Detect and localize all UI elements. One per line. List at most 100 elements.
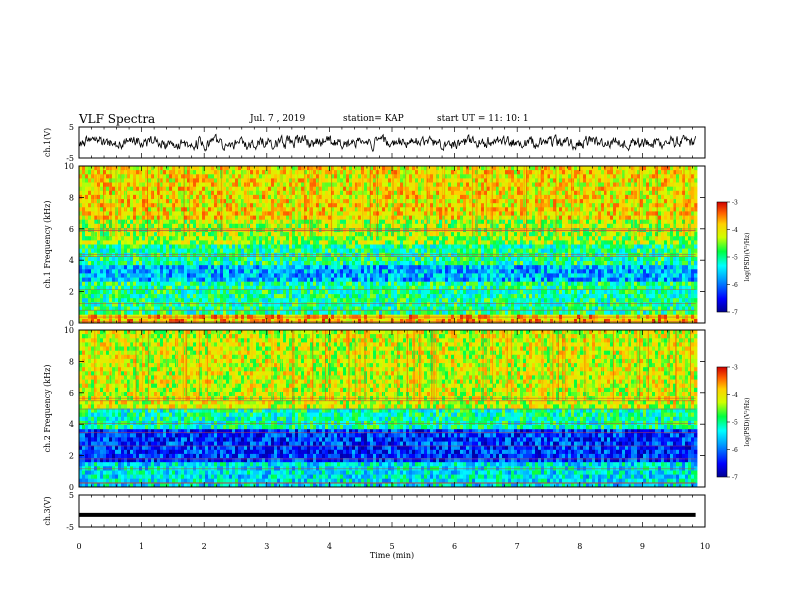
- spectrogram-cell: [247, 261, 251, 266]
- spectrogram-cell: [190, 194, 194, 200]
- spectrogram-cell: [346, 215, 350, 221]
- spectrogram-cell: [499, 211, 503, 216]
- spectrogram-cell: [520, 182, 524, 188]
- spectrogram-cell: [247, 236, 251, 241]
- spectrogram-cell: [487, 232, 491, 237]
- spectrogram-cell: [478, 256, 482, 262]
- spectrogram-cell: [460, 211, 464, 216]
- spectrogram-cell: [466, 203, 470, 208]
- spectrogram-cell: [433, 182, 437, 188]
- spectrogram-cell: [364, 256, 368, 262]
- spectrogram-cell: [583, 244, 587, 250]
- spectrogram-cell: [91, 199, 95, 204]
- spectrogram-cell: [250, 182, 254, 188]
- spectrogram-cell: [409, 223, 413, 229]
- spectrogram-cell: [595, 248, 599, 254]
- spectrogram-cell: [643, 174, 647, 179]
- spectrogram-cell: [238, 211, 242, 216]
- spectrogram-cell: [676, 223, 680, 229]
- spectrogram-cell: [208, 190, 212, 196]
- spectrogram-cell: [400, 178, 404, 183]
- spectrogram-cell: [127, 256, 131, 262]
- spectrogram-cell: [214, 223, 218, 229]
- spectrogram-cell: [508, 207, 512, 212]
- spectrogram-cell: [277, 194, 281, 200]
- spectrogram-cell: [385, 186, 389, 192]
- spectrogram-cell: [436, 248, 440, 254]
- spectrogram-cell: [100, 219, 104, 225]
- spectrogram-cell: [460, 182, 464, 188]
- spectrogram-cell: [187, 186, 191, 192]
- spectrogram-cell: [148, 170, 152, 175]
- spectrogram-cell: [208, 236, 212, 241]
- spectrogram-cell: [295, 261, 299, 266]
- spectrogram-cell: [151, 190, 155, 196]
- spectrogram-cell: [181, 236, 185, 241]
- spectrogram-cell: [118, 186, 122, 192]
- spectrogram-cell: [208, 203, 212, 208]
- spectrogram-cell: [646, 170, 650, 175]
- spectrogram-cell: [238, 182, 242, 188]
- spectrogram-cell: [478, 190, 482, 196]
- spectrogram-cell: [523, 240, 527, 245]
- spectrogram-cell: [259, 236, 263, 241]
- spectrogram-cell: [112, 256, 116, 262]
- spectrogram-cell: [367, 178, 371, 183]
- spectrogram-cell: [214, 256, 218, 262]
- spectrogram-cell: [337, 252, 341, 258]
- spectrogram-cell: [637, 186, 641, 192]
- spectrogram-cell: [538, 207, 542, 212]
- spectrogram-cell: [214, 211, 218, 216]
- spectrogram-cell: [271, 252, 275, 258]
- spectrogram-cell: [130, 248, 134, 254]
- spectrogram-cell: [178, 219, 182, 225]
- spectrogram-cell: [496, 236, 500, 241]
- spectrogram-cell: [412, 182, 416, 188]
- spectrogram-cell: [148, 215, 152, 221]
- spectrogram-cell: [646, 240, 650, 245]
- spectrogram-cell: [688, 252, 692, 258]
- spectrogram-cell: [592, 207, 596, 212]
- spectrogram-cell: [88, 194, 92, 200]
- spectrogram-cell: [610, 256, 614, 262]
- spectrogram-cell: [166, 236, 170, 241]
- spectrogram-cell: [151, 244, 155, 250]
- spectrogram-cell: [337, 182, 341, 188]
- spectrogram-cell: [238, 244, 242, 250]
- spectrogram-cell: [397, 236, 401, 241]
- spectrogram-cell: [319, 261, 323, 266]
- spectrogram-cell: [364, 261, 368, 266]
- spectrogram-cell: [271, 194, 275, 200]
- spectrogram-cell: [229, 244, 233, 250]
- spectrogram-cell: [205, 170, 209, 175]
- spectrogram-cell: [451, 240, 455, 245]
- spectrogram-cell: [499, 174, 503, 179]
- spectrogram-cell: [103, 190, 107, 196]
- spectrogram-cell: [235, 248, 239, 254]
- spectrogram-cell: [469, 170, 473, 175]
- spectrogram-cell: [481, 215, 485, 221]
- spectrogram-cell: [361, 244, 365, 250]
- spectrogram-cell: [529, 256, 533, 262]
- spectrogram-cell: [436, 203, 440, 208]
- spectrogram-cell: [172, 190, 176, 196]
- spectrogram-cell: [136, 203, 140, 208]
- spectrogram-cell: [652, 223, 656, 229]
- spectrogram-cell: [106, 244, 110, 250]
- spectrogram-cell: [139, 256, 143, 262]
- spectrogram-cell: [412, 170, 416, 175]
- spectrogram-cell: [454, 166, 458, 171]
- spectrogram-cell: [313, 186, 317, 192]
- spectrogram-cell: [493, 211, 497, 216]
- spectrogram-cell: [550, 194, 554, 200]
- spectrogram-cell: [673, 244, 677, 250]
- spectrogram-cell: [400, 232, 404, 237]
- spectrogram-cell: [532, 182, 536, 188]
- spectrogram-cell: [577, 190, 581, 196]
- spectrogram-cell: [301, 186, 305, 192]
- spectrogram-cell: [154, 248, 158, 254]
- spectrogram-cell: [505, 232, 509, 237]
- spectrogram-cell: [169, 178, 173, 183]
- spectrogram-cell: [229, 215, 233, 221]
- spectrogram-cell: [322, 207, 326, 212]
